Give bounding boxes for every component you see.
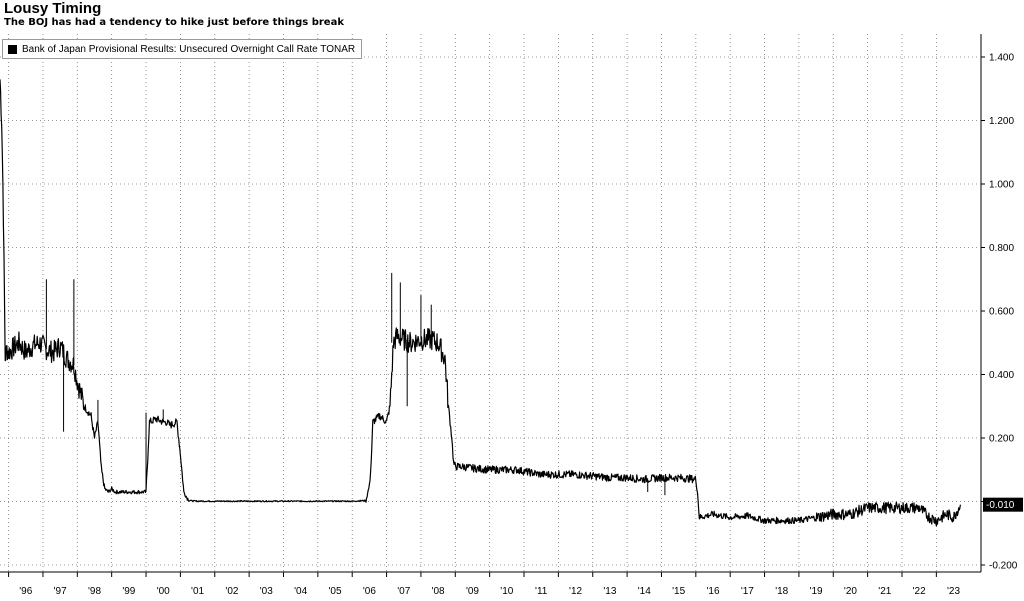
x-tick-label: '22 [913, 586, 926, 597]
x-tick-label: '05 [329, 586, 342, 597]
x-tick-label: '19 [810, 586, 823, 597]
y-tick-label: 0.800 [989, 243, 1014, 254]
legend-label: Bank of Japan Provisional Results: Unsec… [22, 43, 356, 55]
x-tick-label: '13 [603, 586, 616, 597]
x-tick-label: '97 [54, 586, 67, 597]
y-tick-label: 1.400 [989, 53, 1014, 64]
y-tick-label: -0.200 [989, 561, 1018, 572]
x-tick-label: '07 [397, 586, 410, 597]
y-tick-label: 1.200 [989, 116, 1014, 127]
y-tick-label: 0.400 [989, 370, 1014, 381]
x-tick-label: '10 [500, 586, 513, 597]
x-tick-label: '11 [535, 586, 548, 597]
x-tick-label: '16 [706, 586, 719, 597]
x-tick-label: '98 [88, 586, 101, 597]
x-tick-label: '12 [569, 586, 582, 597]
x-tick-label: '00 [157, 586, 170, 597]
chart-subtitle: The BOJ has had a tendency to hike just … [4, 17, 344, 28]
y-tick-label: 0.200 [989, 434, 1014, 445]
x-tick-label: '09 [466, 586, 479, 597]
x-tick-label: '01 [191, 586, 204, 597]
x-tick-label: '99 [122, 586, 135, 597]
x-tick-label: '15 [672, 586, 685, 597]
x-tick-label: '20 [844, 586, 857, 597]
chart-title: Lousy Timing [4, 0, 102, 17]
x-tick-label: '14 [638, 586, 651, 597]
x-tick-label: '03 [260, 586, 273, 597]
y-tick-label: 0.600 [989, 307, 1014, 318]
y-tick-label: 1.000 [989, 180, 1014, 191]
x-tick-label: '04 [294, 586, 307, 597]
x-tick-label: '06 [363, 586, 376, 597]
legend: Bank of Japan Provisional Results: Unsec… [2, 39, 363, 59]
x-tick-label: '17 [741, 586, 754, 597]
x-tick-label: '23 [947, 586, 960, 597]
last-value-tag [983, 497, 1023, 512]
x-tick-label: '18 [775, 586, 788, 597]
x-tick-label: '08 [432, 586, 445, 597]
x-tick-label: '96 [19, 586, 32, 597]
x-tick-label: '21 [878, 586, 891, 597]
series-line-tonar [0, 79, 961, 527]
last-value-label: -0.010 [986, 500, 1015, 511]
x-tick-label: '02 [225, 586, 238, 597]
legend-swatch-icon [8, 44, 17, 54]
